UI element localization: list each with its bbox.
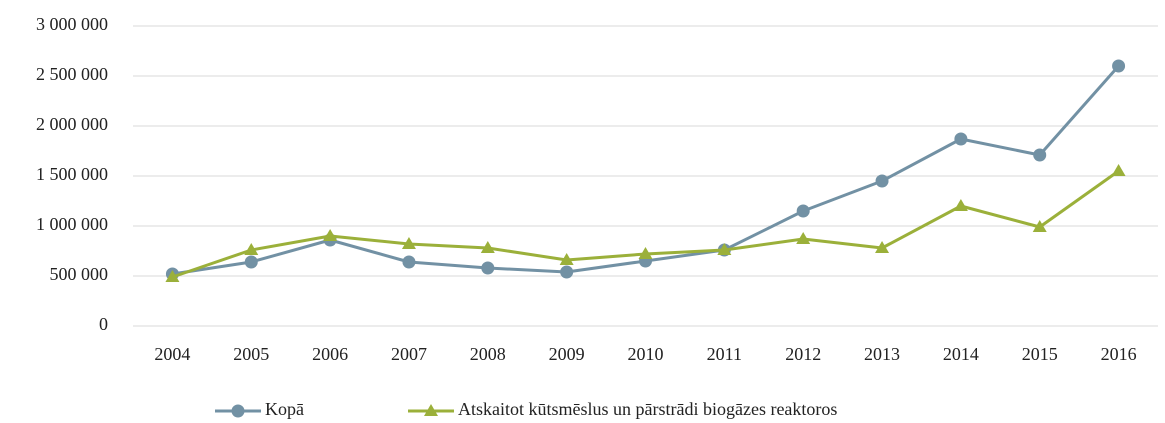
x-tick-label: 2013 — [864, 344, 900, 364]
x-tick-label: 2006 — [312, 344, 348, 364]
marker — [796, 204, 810, 218]
x-tick-label: 2004 — [154, 344, 190, 364]
marker — [875, 174, 889, 188]
marker — [1111, 164, 1126, 176]
marker — [953, 199, 968, 211]
marker — [875, 241, 890, 253]
marker — [401, 237, 416, 249]
y-tick-label: 2 500 000 — [36, 64, 108, 84]
marker — [717, 243, 732, 255]
x-tick-label: 2014 — [943, 344, 979, 364]
x-tick-label: 2015 — [1022, 344, 1058, 364]
y-tick-label: 1 000 000 — [36, 214, 108, 234]
marker — [954, 132, 968, 146]
marker — [481, 261, 495, 275]
x-tick-label: 2010 — [628, 344, 664, 364]
series-line — [172, 65, 1120, 276]
marker — [244, 243, 259, 255]
x-tick-label: 2007 — [391, 344, 427, 364]
x-tick-label: 2012 — [785, 344, 821, 364]
x-tick-label: 2009 — [549, 344, 585, 364]
y-tick-label: 1 500 000 — [36, 164, 108, 184]
marker — [165, 270, 180, 282]
marker — [560, 265, 574, 279]
marker — [402, 255, 416, 269]
marker — [1112, 59, 1126, 73]
marker — [231, 404, 245, 418]
y-tick-label: 3 000 000 — [36, 14, 108, 34]
marker — [480, 241, 495, 253]
x-tick-label: 2008 — [470, 344, 506, 364]
legend-label: Kopā — [265, 399, 304, 419]
y-tick-label: 500 000 — [50, 264, 109, 284]
x-tick-label: 2011 — [707, 344, 742, 364]
x-tick-label: 2005 — [233, 344, 269, 364]
y-tick-label: 2 000 000 — [36, 114, 108, 134]
marker — [638, 247, 653, 259]
y-tick-label: 0 — [99, 314, 108, 334]
marker — [796, 232, 811, 244]
marker — [559, 253, 574, 265]
marker — [244, 255, 258, 269]
x-tick-label: 2016 — [1101, 344, 1137, 364]
marker — [1032, 220, 1047, 232]
marker — [323, 229, 338, 241]
marker — [424, 404, 438, 416]
legend-label: Atskaitot kūtsmēslus un pārstrādi biogāz… — [458, 399, 837, 419]
marker — [1033, 148, 1047, 162]
